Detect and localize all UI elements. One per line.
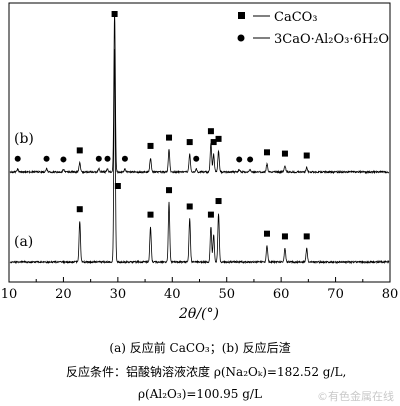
c3ah6-marker (104, 155, 111, 162)
caco3-marker (166, 134, 173, 141)
c3ah6-marker (60, 156, 67, 163)
peak-markers (14, 11, 310, 240)
caco3-marker (215, 198, 222, 205)
caco3-marker (281, 233, 288, 240)
c3ah6-marker (43, 155, 50, 162)
legend-label-caco3: CaCO₃ (274, 10, 318, 25)
caco3-marker (215, 135, 222, 142)
caco3-marker (207, 128, 214, 135)
caco3-marker (147, 142, 154, 149)
series-label-a: (a) (14, 234, 33, 250)
caco3-marker (303, 152, 310, 159)
caco3-marker (166, 187, 173, 194)
series-curves (9, 12, 390, 265)
watermark: ©有色金属在线 (317, 390, 394, 403)
caco3-marker (76, 147, 83, 154)
legend-square-marker (238, 12, 245, 19)
series-line-a (9, 49, 390, 265)
caco3-marker (76, 206, 83, 213)
caco3-marker (186, 139, 193, 146)
legend: CaCO₃ 3CaO·Al₂O₃·6H₂O (237, 10, 389, 47)
x-tick-label: 60 (273, 287, 290, 302)
caco3-marker (114, 183, 121, 189)
c3ah6-marker (236, 156, 243, 163)
c3ah6-marker (193, 155, 200, 162)
x-axis-label: 2θ/(°) (178, 306, 219, 322)
x-tick-label: 80 (382, 287, 399, 302)
legend-circle-marker (237, 34, 245, 42)
caption-line-3: ρ(Al₂O₃)=100.95 g/L (138, 387, 262, 401)
caco3-marker (210, 139, 217, 146)
c3ah6-marker (95, 155, 102, 162)
legend-label-c3ah6: 3CaO·Al₂O₃·6H₂O (274, 32, 389, 47)
series-line-b (9, 12, 390, 175)
caco3-marker (111, 11, 118, 17)
x-tick-label: 10 (1, 287, 18, 302)
x-axis-ticks: 10 20 30 40 50 60 70 80 (1, 277, 399, 302)
series-label-b: (b) (14, 131, 34, 147)
xrd-chart: 10 20 30 40 50 60 70 80 CaCO₃ 3CaO·Al₂O₃·6H₂O 2θ… (1, 2, 399, 322)
caco3-marker (303, 233, 310, 240)
c3ah6-marker (14, 155, 21, 162)
x-tick-label: 20 (55, 287, 72, 302)
c3ah6-marker (121, 155, 128, 162)
caco3-marker (281, 150, 288, 157)
caco3-marker (263, 149, 270, 156)
caco3-marker (147, 211, 154, 218)
caption-line-1: (a) 反应前 CaCO₃；(b) 反应后渣 (109, 341, 291, 355)
c3ah6-marker (247, 156, 254, 163)
caco3-marker (186, 203, 193, 210)
caco3-marker (263, 230, 270, 237)
x-tick-label: 40 (164, 287, 181, 302)
x-tick-label: 70 (327, 287, 344, 302)
caco3-marker (207, 211, 214, 218)
x-tick-label: 30 (110, 287, 127, 302)
caption-line-2: 反应条件：铝酸钠溶液浓度 ρ(Na₂Oₖ)=182.52 g/L, (66, 365, 347, 379)
x-tick-label: 50 (218, 287, 235, 302)
